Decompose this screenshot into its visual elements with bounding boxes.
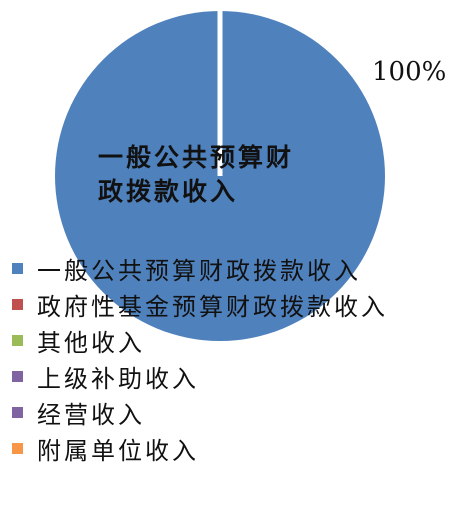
inner-slice-label-line-1: 一般公共预算财 [98,143,294,172]
legend-item: 经营收入 [12,394,388,430]
legend-label: 政府性基金预算财政拨款收入 [37,292,388,321]
legend-swatch [12,262,23,274]
legend-item: 政府性基金预算财政拨款收入 [12,286,388,322]
pie-slices [55,10,385,341]
legend-label: 附属单位收入 [37,436,199,465]
legend-label: 其他收入 [37,328,145,357]
legend-item: 其他收入 [12,322,388,358]
legend-swatch [12,334,23,346]
legend-swatch [12,370,23,382]
legend-item: 一般公共预算财政拨款收入 [12,250,388,286]
legend-item: 上级补助收入 [12,358,388,394]
percent-data-label: 100% [372,57,446,87]
legend-label: 经营收入 [37,400,145,429]
inner-slice-label-line-2: 政拨款收入 [98,177,238,206]
legend-swatch [12,298,23,310]
legend-label: 上级补助收入 [37,364,199,393]
legend-item: 附属单位收入 [12,430,388,466]
legend-label: 一般公共预算财政拨款收入 [37,256,361,285]
legend: 一般公共预算财政拨款收入 政府性基金预算财政拨款收入 其他收入 上级补助收入 经… [12,250,388,466]
legend-swatch [12,406,23,418]
legend-swatch [12,442,23,454]
